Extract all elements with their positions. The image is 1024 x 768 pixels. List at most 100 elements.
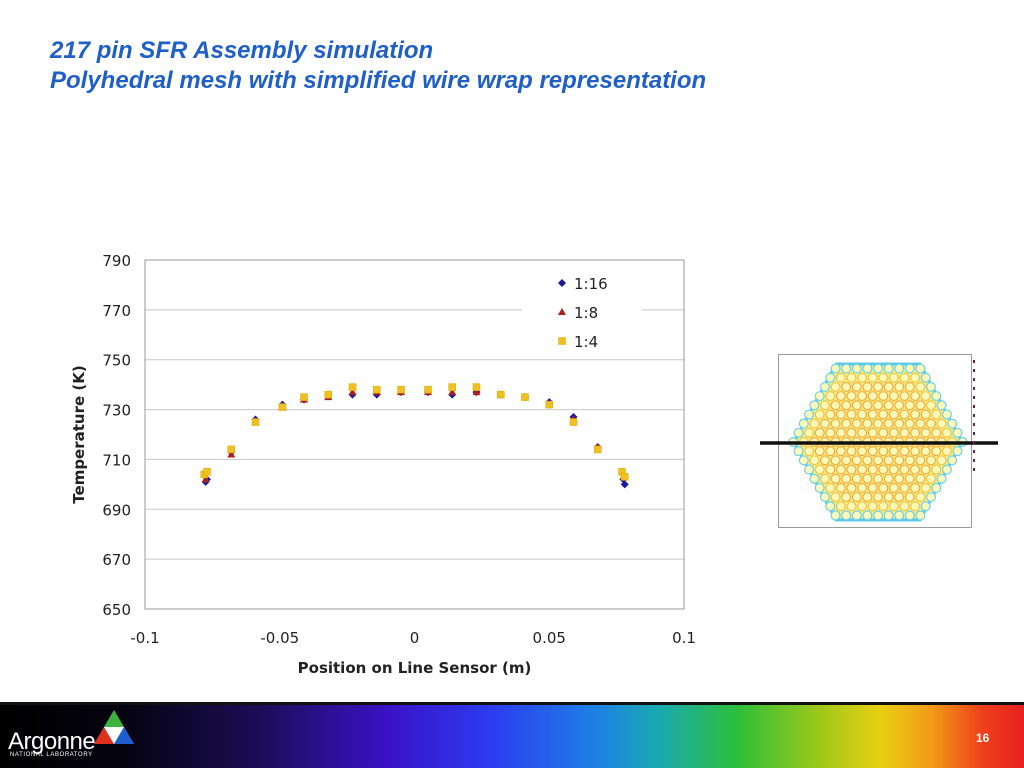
fuel-pin: [862, 400, 873, 411]
page-number: 16: [976, 731, 990, 745]
fuel-pin: [867, 427, 878, 438]
fuel-pin: [814, 409, 825, 420]
fuel-pin: [915, 418, 926, 429]
data-point-square: [448, 383, 456, 391]
fuel-pin: [941, 427, 952, 438]
fuel-pin: [888, 372, 899, 383]
fuel-pin: [846, 464, 857, 475]
fuel-pin: [819, 455, 830, 466]
fuel-pin: [862, 381, 873, 392]
legend-label: 1:16: [574, 275, 608, 293]
fuel-pin: [846, 409, 857, 420]
fuel-pin: [888, 501, 899, 512]
fuel-pin: [825, 372, 836, 383]
data-point-square: [545, 400, 553, 409]
fuel-pin: [872, 455, 883, 466]
fuel-pin: [814, 464, 825, 475]
fuel-pin: [894, 400, 905, 411]
fuel-pin: [904, 510, 915, 521]
fuel-pin: [862, 455, 873, 466]
fuel-pin: [809, 455, 820, 466]
fuel-pin: [910, 427, 921, 438]
fuel-pin: [883, 363, 894, 374]
fuel-pin: [915, 400, 926, 411]
data-point-square: [203, 468, 211, 476]
y-tick-label: 690: [102, 501, 131, 519]
fuel-pin: [888, 446, 899, 457]
fuel-pin: [857, 372, 868, 383]
fuel-pin: [878, 391, 889, 402]
fuel-pin: [830, 400, 841, 411]
fuel-pin: [947, 418, 958, 429]
data-point-square: [300, 393, 308, 401]
x-tick-label: 0.1: [672, 629, 696, 647]
fuel-pin: [888, 391, 899, 402]
data-point-triangle: [201, 475, 210, 483]
fuel-pin: [872, 492, 883, 503]
fuel-pin: [931, 427, 942, 438]
legend-marker: [558, 279, 566, 287]
legend-marker: [558, 308, 566, 315]
data-point-square: [496, 390, 505, 399]
fuel-pin: [872, 418, 883, 429]
fuel-pin: [931, 409, 942, 420]
fuel-pin: [872, 400, 883, 411]
x-tick-label: -0.1: [130, 629, 159, 647]
fuel-pin: [952, 427, 963, 438]
assembly-cross-section-graphic: [760, 360, 998, 522]
fuel-pin: [910, 501, 921, 512]
fuel-pin: [910, 391, 921, 402]
temperature-chart: 650 670 690 710 730 750 770 790 -0.1 -0.05 0 0.05 0.…: [70, 252, 696, 677]
fuel-pin: [915, 510, 926, 521]
fuel-pin: [814, 446, 825, 457]
fuel-pin: [846, 391, 857, 402]
fuel-pin: [920, 372, 931, 383]
fuel-pin: [851, 473, 862, 484]
fuel-pin: [867, 372, 878, 383]
fuel-pin: [904, 473, 915, 484]
argonne-logo-text: Argonne: [8, 728, 96, 755]
fuel-pin: [894, 381, 905, 392]
fuel-pin: [846, 372, 857, 383]
fuel-pin: [899, 464, 910, 475]
fuel-pin: [878, 501, 889, 512]
fuel-pin: [936, 455, 947, 466]
fuel-pin: [830, 473, 841, 484]
fuel-pin: [793, 427, 804, 438]
fuel-pin: [867, 482, 878, 493]
data-point-square: [569, 418, 578, 426]
y-tick-label: 650: [102, 601, 131, 619]
fuel-pin: [936, 473, 947, 484]
fuel-pin: [851, 418, 862, 429]
fuel-pin: [851, 363, 862, 374]
fuel-pin: [867, 446, 878, 457]
fuel-pin: [819, 418, 830, 429]
fuel-pin: [904, 400, 915, 411]
fuel-pin: [851, 400, 862, 411]
argonne-logo-subtext: NATIONAL LABORATORY: [10, 752, 93, 758]
data-point-triangle: [348, 388, 357, 396]
fuel-pin: [819, 492, 830, 503]
fuel-pin: [910, 409, 921, 420]
x-tick-label: -0.05: [260, 629, 299, 647]
fuel-pin: [883, 492, 894, 503]
data-point-square: [324, 390, 333, 399]
fuel-pin: [851, 381, 862, 392]
y-tick-label: 750: [102, 352, 131, 370]
fuel-pin: [804, 427, 815, 438]
fuel-pin: [867, 464, 878, 475]
fuel-pin: [904, 363, 915, 374]
fuel-pin: [915, 455, 926, 466]
footer-divider: [0, 702, 1024, 705]
fuel-pin: [883, 418, 894, 429]
data-point-square: [620, 473, 629, 481]
y-axis-label: Temperature (K): [70, 365, 88, 503]
fuel-pin: [825, 464, 836, 475]
fuel-pin: [888, 427, 899, 438]
fuel-pin: [814, 391, 825, 402]
fuel-pin: [920, 464, 931, 475]
fuel-pin: [904, 381, 915, 392]
fuel-pin: [830, 418, 841, 429]
fuel-pin: [804, 446, 815, 457]
fuel-pin: [883, 400, 894, 411]
